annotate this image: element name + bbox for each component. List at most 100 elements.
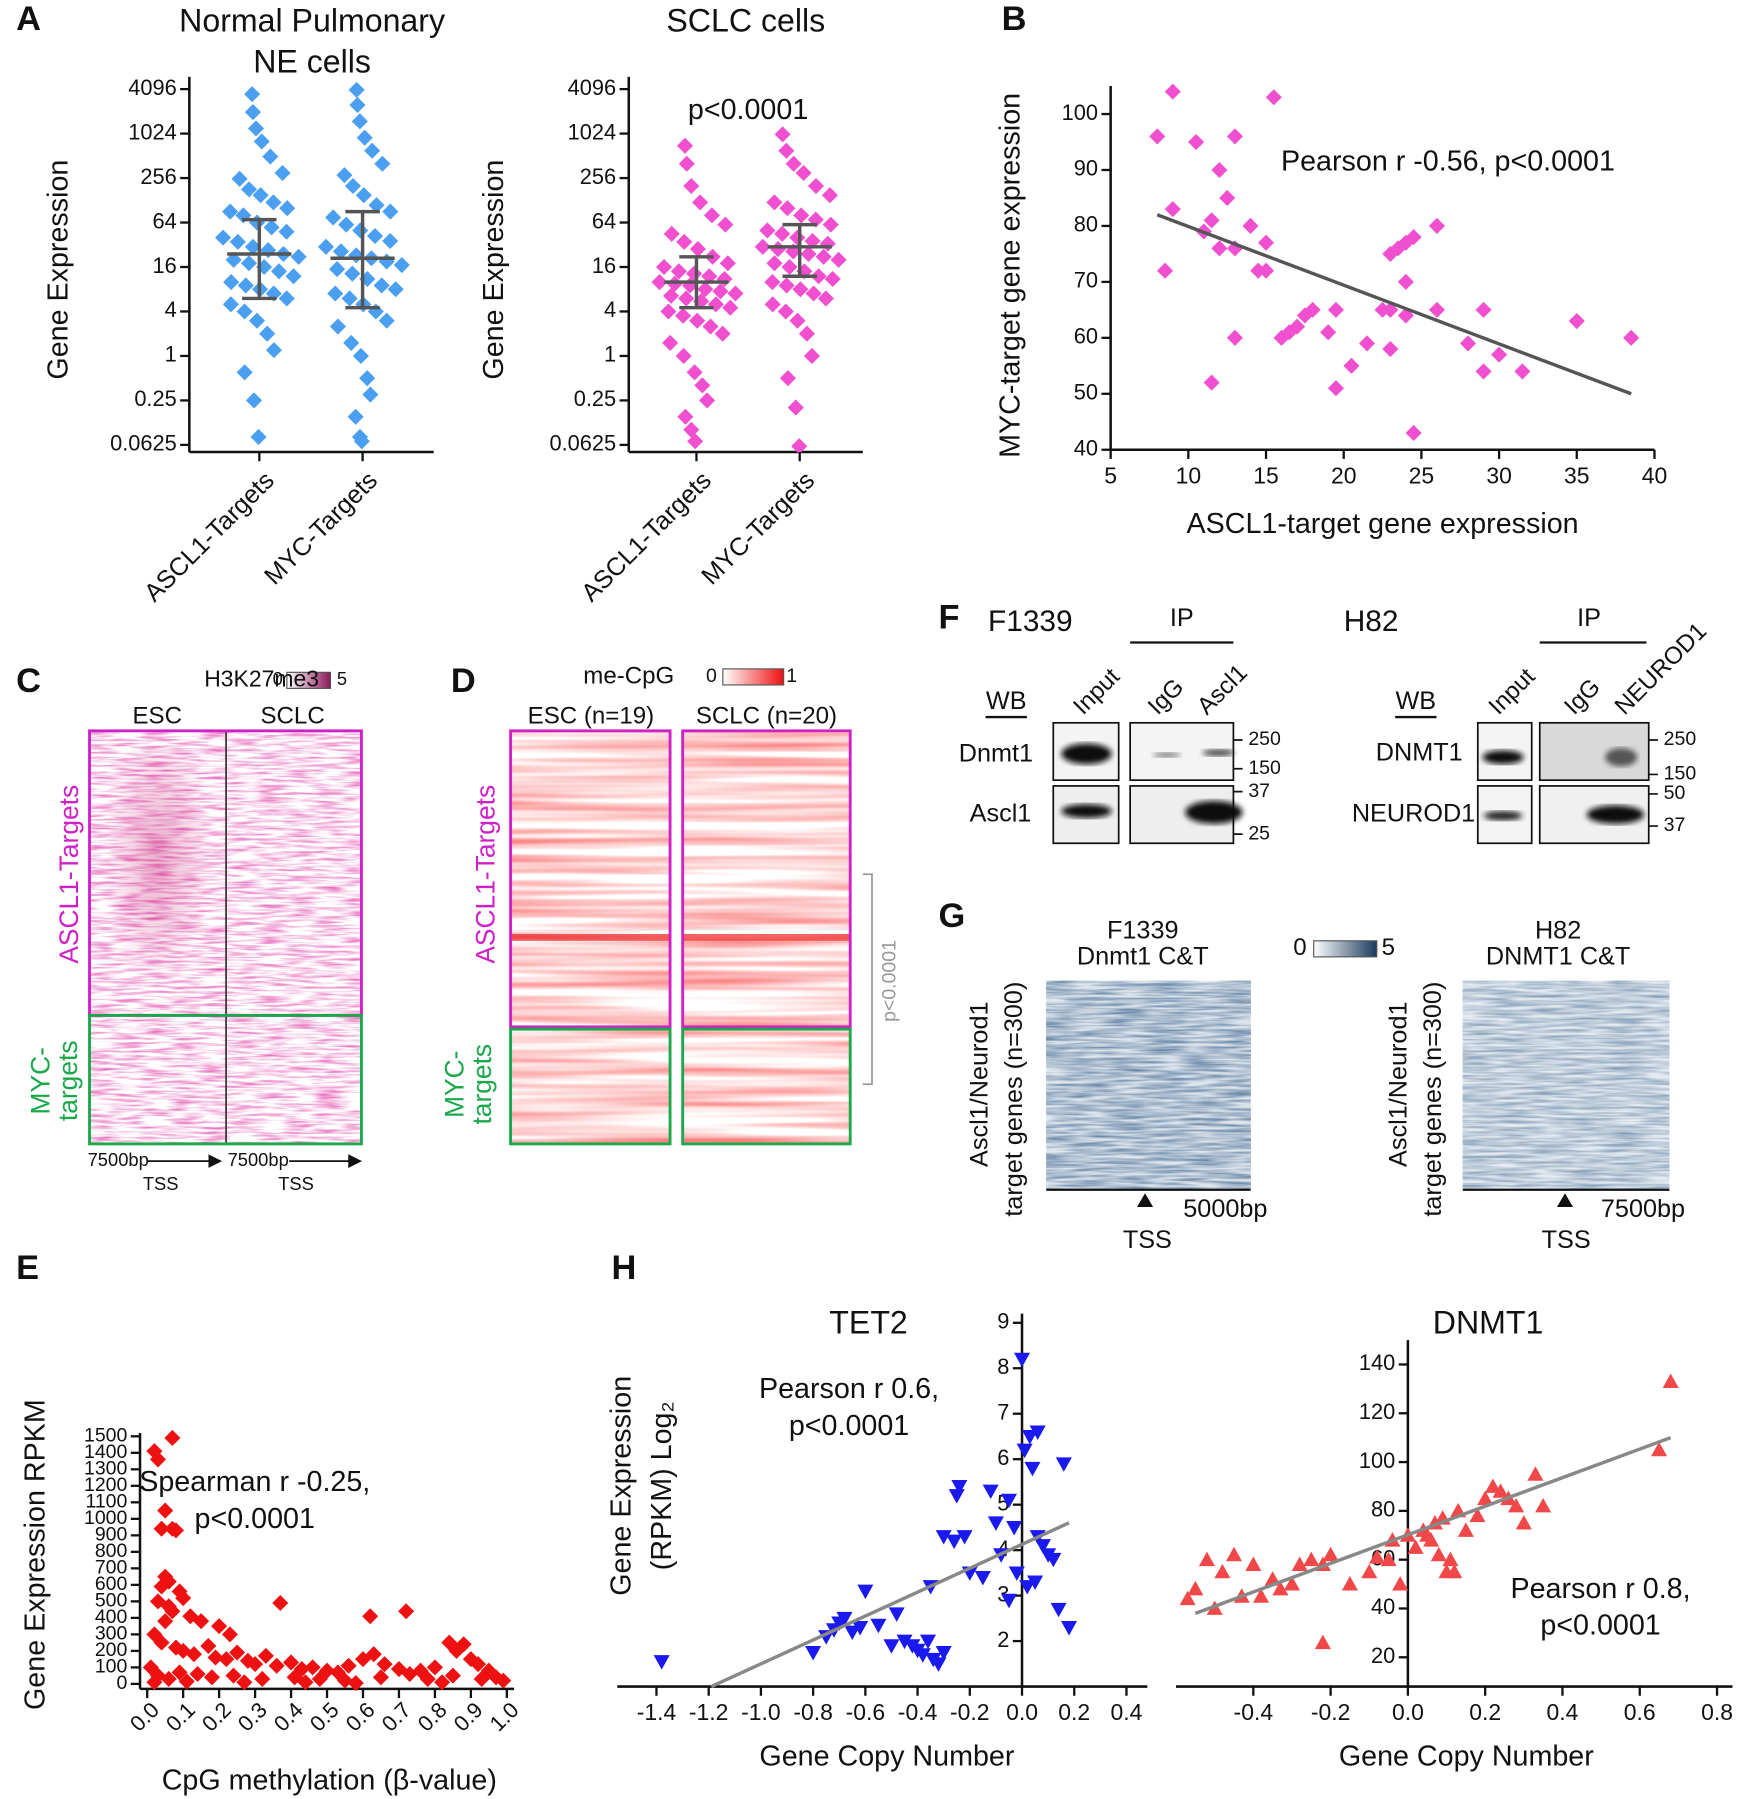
data-point [329, 261, 346, 278]
data-point [935, 1646, 952, 1661]
y-tick-label: 800 [95, 1540, 128, 1562]
data-point [373, 277, 390, 294]
group-box [509, 1027, 672, 1146]
label: target genes (n=300) [1419, 982, 1447, 1217]
data-point [857, 1584, 874, 1600]
data-point [656, 258, 673, 276]
y-tick-label: 64 [152, 208, 176, 233]
data-point [368, 197, 385, 214]
data-point [355, 187, 372, 204]
y-tick-label: 20 [1371, 1643, 1395, 1668]
x-axis-label: ASCL1-target gene expression [1187, 508, 1579, 540]
data-point [803, 347, 820, 364]
data-point [362, 386, 379, 403]
data-point [982, 1484, 999, 1500]
data-point [1050, 1602, 1067, 1618]
data-point [344, 265, 361, 282]
data-point [367, 303, 384, 320]
data-point [1327, 380, 1344, 397]
data-point [819, 235, 836, 252]
y-axis-label: MYC-target gene expression [995, 93, 1027, 458]
data-point [1029, 1425, 1046, 1440]
data-point [689, 241, 706, 258]
data-point [804, 232, 821, 250]
data-point [1459, 335, 1477, 352]
data-point [707, 296, 724, 313]
x-tick-label: 40 [1642, 462, 1668, 488]
heatmap-texture [1462, 980, 1670, 1190]
data-point [1226, 329, 1243, 346]
blot [1476, 721, 1533, 782]
data-point [247, 1656, 264, 1673]
data-point [374, 155, 391, 172]
label: 250 [1248, 728, 1281, 750]
label: DNMT1 [1376, 738, 1463, 766]
data-point [207, 1649, 224, 1666]
label: 7500bp [1601, 1195, 1685, 1223]
data-point [265, 194, 282, 211]
data-point [1000, 1493, 1017, 1509]
y-tick-label: 64 [592, 208, 616, 233]
data-point [362, 1608, 379, 1625]
data-point [304, 1659, 321, 1676]
data-point [1198, 1551, 1215, 1567]
data-point [785, 155, 802, 172]
data-point [146, 1674, 163, 1691]
heatmap-g [1046, 940, 1670, 1207]
chart-title: DNMT1 [1433, 1305, 1544, 1341]
x-axis-label: CpG methylation (β-value) [162, 1764, 497, 1796]
data-point [285, 268, 302, 285]
data-point [364, 142, 381, 159]
data-point [185, 1646, 202, 1663]
data-point [153, 1520, 170, 1537]
data-point [810, 268, 827, 285]
data-point [670, 263, 687, 280]
data-point [434, 1674, 451, 1691]
data-point [455, 1636, 472, 1653]
y-tick-label: 140 [1359, 1350, 1395, 1375]
data-point [1055, 1457, 1072, 1472]
data-point [1188, 133, 1205, 151]
data-point [1341, 1576, 1358, 1591]
data-point [699, 392, 716, 409]
data-point [719, 255, 736, 272]
data-point [244, 238, 261, 255]
data-point [1514, 363, 1531, 380]
y-tick-label: 700 [95, 1557, 128, 1579]
label: TSS [143, 1173, 179, 1194]
data-point [297, 1674, 314, 1691]
y-tick-label: 256 [140, 164, 176, 189]
label: Ascl1/Neurod1 [1384, 1001, 1412, 1167]
data-point [676, 137, 694, 154]
data-point [470, 1656, 487, 1673]
data-point [340, 1657, 357, 1674]
group-box [681, 1027, 852, 1146]
x-tick-label: 10 [1176, 462, 1202, 488]
data-point [946, 1534, 963, 1550]
data-point [495, 1672, 512, 1689]
group-box [88, 1013, 363, 1146]
label: SCLC (n=20) [696, 702, 837, 729]
y-tick-label: 40 [1371, 1594, 1395, 1619]
data-point [870, 1618, 887, 1634]
data-point [789, 312, 806, 329]
data-point [1006, 1520, 1023, 1536]
data-point [157, 1613, 174, 1630]
trend-line [1194, 1436, 1672, 1615]
y-tick-label: 1 [604, 342, 616, 367]
bracket [862, 873, 873, 1086]
colorbar [1313, 940, 1378, 958]
data-point [1257, 262, 1275, 279]
data-point [1289, 318, 1306, 335]
data-point [236, 364, 253, 381]
data-point [393, 257, 410, 274]
data-point [883, 1639, 900, 1654]
data-point [1358, 335, 1376, 352]
data-point [229, 1644, 246, 1661]
data-point [262, 148, 279, 165]
data-point [1407, 1539, 1424, 1554]
data-point [778, 277, 795, 294]
label: MYC- [25, 1047, 55, 1114]
y-tick-label: 0.0625 [550, 431, 617, 456]
label: 37 [1664, 814, 1686, 836]
